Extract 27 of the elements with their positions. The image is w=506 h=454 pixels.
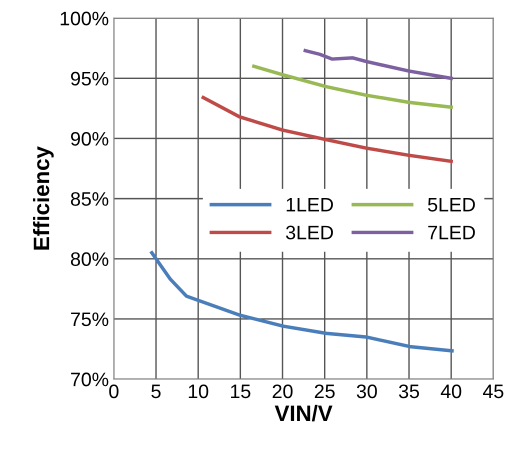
line-series [150, 251, 454, 353]
line-series [304, 48, 453, 80]
y-tick-label: 85% [70, 192, 108, 206]
y-tick-label: 90% [70, 132, 108, 146]
x-tick-label: 25 [314, 384, 335, 398]
y-tick-label: 80% [70, 252, 108, 266]
legend-label: 5LED [428, 198, 475, 212]
y-tick-label: 75% [71, 312, 108, 326]
x-tick-label: 35 [398, 384, 420, 398]
x-tick-label: 15 [231, 384, 250, 398]
y-tick-label: 100% [60, 12, 108, 26]
legend-label: 1LED [286, 198, 333, 212]
x-tick-label: 30 [356, 384, 377, 398]
x-tick-label: 10 [188, 384, 208, 398]
line-series [202, 96, 453, 164]
y-tick-label: 95% [70, 72, 108, 86]
x-tick-label: 45 [482, 384, 504, 398]
x-tick-label: 20 [272, 384, 293, 398]
legend-label: 7LED [428, 226, 475, 240]
x-axis-title: VIN/V [274, 404, 332, 422]
x-tick-label: 0 [109, 384, 118, 398]
y-tick-label: 70% [71, 372, 108, 386]
legend-label: 3LED [286, 226, 333, 240]
y-axis-title: Efficiency [32, 146, 54, 250]
x-tick-label: 5 [151, 384, 161, 398]
line-series [252, 64, 453, 109]
x-tick-label: 40 [440, 384, 462, 398]
